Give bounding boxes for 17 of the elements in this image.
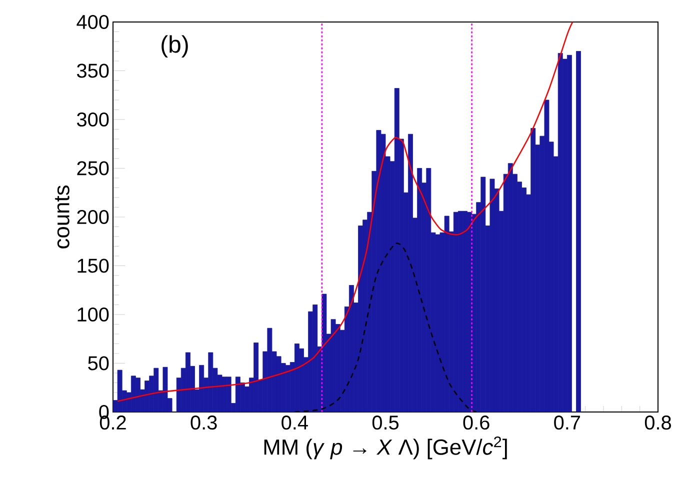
- x-tick-label: 0.3: [190, 416, 217, 430]
- y-tick-label: 250: [77, 161, 109, 176]
- y-axis-title: counts: [55, 186, 70, 248]
- x-tick-label: 0.8: [644, 416, 671, 430]
- y-tick-label: 400: [76, 14, 109, 30]
- x-tick-label: 0.7: [554, 416, 580, 430]
- y-tick-label: 100: [78, 307, 109, 322]
- y-tick-label: 300: [77, 112, 109, 127]
- y-tick-label: 150: [78, 258, 109, 273]
- y-tick-label: 350: [77, 64, 109, 78]
- x-tick-label: 0.6: [463, 416, 490, 430]
- y-tick-label: 200: [77, 210, 109, 224]
- y-tick-label: 50: [88, 356, 109, 370]
- annotation: (b): [162, 35, 188, 58]
- x-tick-label: 0.4: [282, 416, 308, 430]
- x-tick-label: 0.5: [372, 416, 399, 430]
- x-axis-title: MM (γ p → X Λ) [GeV/c$^{2}$]: [264, 436, 507, 460]
